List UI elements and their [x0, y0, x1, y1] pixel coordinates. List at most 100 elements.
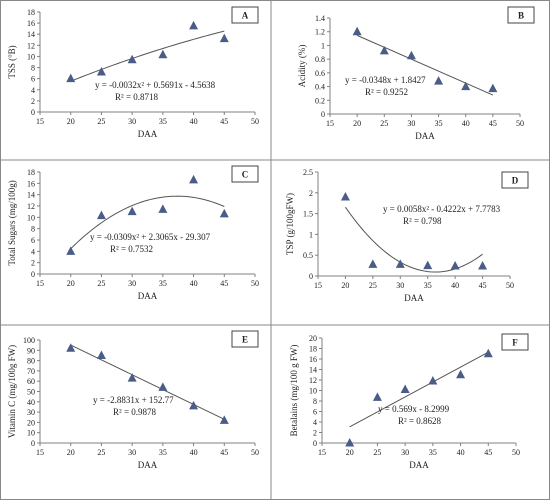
data-point: [219, 208, 229, 218]
data-point: [158, 49, 168, 59]
y-tick-label: 10: [27, 213, 35, 222]
y-tick-label: 1: [321, 41, 325, 50]
trendline-equation: y = -0.0309x² + 2.3065x - 29.307: [90, 232, 211, 242]
data-point: [434, 76, 444, 85]
x-tick-label: 20: [353, 119, 361, 128]
x-axis-label: DAA: [415, 131, 435, 141]
data-point: [428, 376, 438, 385]
x-tick-label: 35: [435, 119, 443, 128]
y-tick-label: 18: [309, 345, 317, 354]
x-tick-label: 25: [97, 279, 105, 288]
data-point: [400, 384, 410, 393]
data-point: [423, 260, 433, 270]
y-tick-label: 10: [27, 429, 35, 438]
data-point: [340, 191, 350, 201]
r-squared-label: R² = 0.9878: [113, 407, 157, 417]
x-tick-label: 15: [36, 279, 44, 288]
x-tick-label: 40: [451, 281, 459, 290]
y-tick-label: 30: [27, 408, 35, 417]
y-axis-label: Total Sugars (mg/100g): [7, 180, 17, 265]
trendline: [349, 351, 489, 428]
panel-a: 15 20 25 30 35 40 45 50 0 2 4 6 8 10 12 14 16 18 DAA TSS (°…: [7, 6, 259, 139]
r-squared-label: R² = 0.798: [403, 216, 442, 226]
panel-letter-box: [231, 6, 259, 24]
x-tick-label: 40: [462, 119, 470, 128]
y-tick-label: 6: [31, 236, 35, 245]
data-point: [96, 210, 106, 220]
x-tick-label: 40: [190, 117, 198, 126]
y-tick-label: 12: [27, 202, 35, 211]
y-tick-label: 50: [27, 388, 35, 397]
panel-letter: E: [242, 335, 248, 345]
x-tick-label: 20: [67, 279, 75, 288]
data-point: [345, 438, 355, 447]
trendline-equation: y = -2.8831x + 152.77: [93, 395, 174, 405]
data-point: [406, 50, 416, 60]
data-point: [450, 261, 460, 270]
x-tick-label: 50: [516, 119, 524, 128]
x-tick-label: 15: [326, 119, 334, 128]
r-squared-label: R² = 0.9252: [365, 87, 408, 97]
y-tick-label: 8: [31, 64, 35, 73]
data-point: [96, 67, 106, 76]
y-tick-label: 20: [27, 418, 35, 427]
x-tick-label: 50: [251, 448, 259, 457]
y-tick-label: 18: [27, 8, 35, 17]
panel-c: 15 20 25 30 35 40 45 50 0 2 4 6 8 10 12 14 16 18 DAA Total …: [7, 165, 259, 301]
panel-letter-box: [501, 333, 529, 351]
y-tick-label: 2: [31, 97, 35, 106]
x-tick-label: 50: [506, 281, 514, 290]
data-point: [66, 343, 76, 352]
x-tick-label: 15: [314, 281, 322, 290]
data-point: [352, 26, 362, 36]
y-tick-label: 14: [27, 191, 35, 200]
data-point: [127, 54, 137, 64]
y-tick-label: 1.5: [303, 210, 313, 219]
x-tick-label: 15: [318, 448, 326, 457]
panel-letter: B: [518, 11, 524, 21]
y-tick-label: 70: [27, 367, 35, 376]
y-tick-label: 10: [27, 52, 35, 61]
y-tick-label: 2: [309, 189, 313, 198]
x-tick-label: 30: [128, 448, 136, 457]
x-tick-label: 40: [190, 279, 198, 288]
trendline: [356, 34, 494, 96]
y-tick-label: 2.5: [303, 168, 313, 177]
y-tick-label: 90: [27, 346, 35, 355]
y-tick-label: 100: [23, 336, 35, 345]
trendline-equation: y = 0.569x - 8.2999: [378, 404, 450, 414]
x-axis-label: DAA: [404, 293, 424, 303]
x-tick-label: 45: [220, 117, 228, 126]
trendline: [345, 206, 483, 273]
y-tick-label: 12: [309, 376, 317, 385]
x-tick-label: 20: [341, 281, 349, 290]
x-tick-label: 30: [128, 279, 136, 288]
panel-letter-box: [231, 330, 259, 348]
y-tick-label: 0: [313, 439, 317, 448]
y-tick-label: 1.4: [315, 14, 325, 23]
panel-letter-box: [507, 6, 535, 24]
y-axis-label: TSP (g/100gFW): [285, 193, 295, 255]
data-point: [219, 415, 229, 424]
panel-letter-box: [501, 171, 529, 189]
trendline: [70, 195, 225, 250]
data-point: [66, 246, 76, 255]
panel-letter: C: [242, 170, 249, 180]
trendline: [70, 30, 225, 82]
panel-letter: D: [512, 176, 519, 186]
data-point: [372, 392, 382, 401]
data-point: [66, 73, 76, 83]
y-tick-label: 16: [27, 179, 35, 188]
y-tick-label: 2: [31, 259, 35, 268]
x-tick-label: 35: [429, 448, 437, 457]
x-axis-label: DAA: [138, 460, 158, 470]
y-tick-label: 14: [27, 30, 35, 39]
y-tick-label: 4: [313, 418, 317, 427]
y-tick-label: 8: [313, 397, 317, 406]
data-point: [127, 206, 137, 216]
panel-letter-box: [231, 165, 259, 183]
data-point: [127, 373, 137, 382]
trendline-equation: y = -0.0348x + 1.8427: [345, 75, 426, 85]
panel-e: 15 20 25 30 35 40 45 500102030405060708090100DA…: [7, 330, 259, 470]
